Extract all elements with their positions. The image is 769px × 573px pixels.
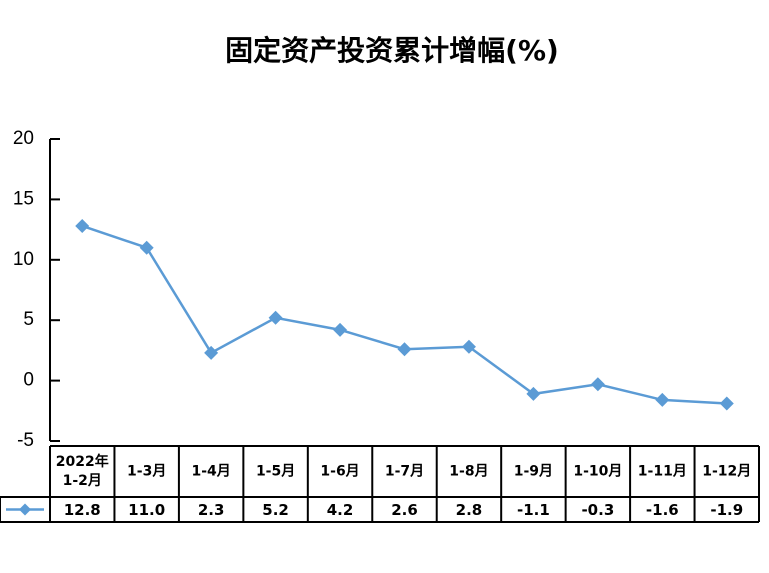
data-point <box>139 240 154 255</box>
data-point <box>461 339 476 354</box>
value-label: -0.3 <box>581 501 614 519</box>
x-tick-label: 1-3月 <box>127 464 166 480</box>
data-point <box>655 392 670 407</box>
data-point <box>268 310 283 325</box>
value-label: 2.8 <box>456 501 483 519</box>
value-label: 12.8 <box>64 501 101 519</box>
y-tick-label: 20 <box>13 128 34 149</box>
x-tick-label: 1-12月 <box>702 464 751 480</box>
x-tick-label: 1-7月 <box>385 464 424 480</box>
y-tick-label: 15 <box>13 188 34 209</box>
data-point <box>333 322 348 337</box>
value-label: 4.2 <box>327 501 354 519</box>
data-point <box>590 377 605 392</box>
data-point <box>75 218 90 233</box>
y-tick-label: 5 <box>23 309 34 330</box>
data-point <box>204 345 219 360</box>
data-point <box>397 342 412 357</box>
x-tick-label: 1-10月 <box>573 464 622 480</box>
value-label: 11.0 <box>128 501 165 519</box>
x-tick-label: 1-5月 <box>256 464 295 480</box>
value-label: -1.6 <box>646 501 679 519</box>
value-label: 2.3 <box>198 501 225 519</box>
x-tick-label: 1-8月 <box>449 464 488 480</box>
value-label: 2.6 <box>391 501 418 519</box>
x-tick-label: 1-11月 <box>638 464 687 480</box>
y-tick-label: -5 <box>17 430 34 451</box>
x-tick-label: 1-9月 <box>514 464 553 480</box>
data-point <box>719 396 734 411</box>
x-tick-label: 2022年 1-2月 <box>56 453 109 489</box>
legend-marker <box>19 503 31 516</box>
x-tick-label: 1-6月 <box>320 464 359 480</box>
y-tick-label: 10 <box>13 249 34 270</box>
chart-title: 固定资产投资累计增幅(%) <box>225 34 559 67</box>
data-point <box>526 386 541 401</box>
x-tick-label: 1-4月 <box>191 464 230 480</box>
value-label: 5.2 <box>262 501 289 519</box>
value-label: -1.1 <box>517 501 550 519</box>
value-label: -1.9 <box>710 501 743 519</box>
y-tick-label: 0 <box>23 370 34 391</box>
